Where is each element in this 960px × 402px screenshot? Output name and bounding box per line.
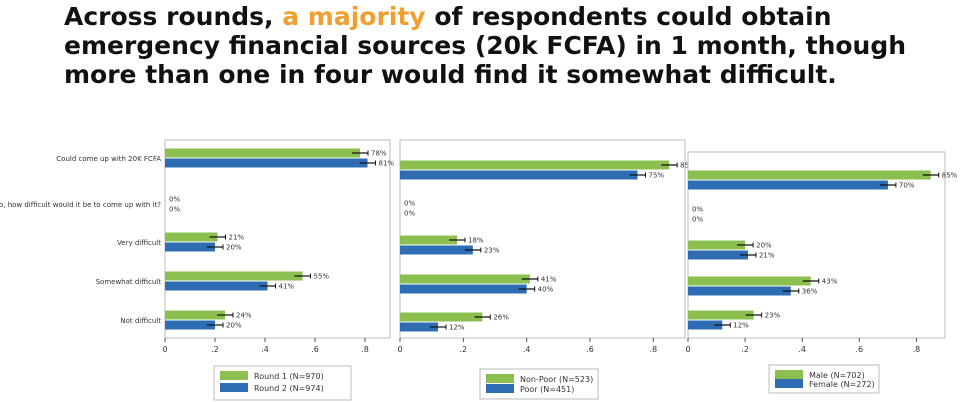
bar bbox=[400, 284, 527, 294]
bar bbox=[400, 245, 473, 255]
headline-after: of respondents could obtain emergency fi… bbox=[64, 2, 907, 89]
legend-swatch bbox=[486, 384, 514, 393]
bar bbox=[400, 170, 638, 180]
x-tick-label: 0 bbox=[162, 345, 167, 354]
bar bbox=[165, 148, 360, 158]
legend-swatch bbox=[775, 379, 803, 388]
data-label: 0% bbox=[692, 216, 703, 224]
data-label: 55% bbox=[314, 273, 330, 281]
data-label: 18% bbox=[468, 237, 484, 245]
bar bbox=[165, 271, 303, 281]
x-tick-label: .6 bbox=[856, 345, 864, 354]
legend-label: Poor (N=451) bbox=[520, 385, 574, 394]
data-label: 26% bbox=[493, 314, 509, 322]
category-label: Could come up with 20K FCFA bbox=[56, 155, 161, 163]
chart-panel-1: 0 .2 .4 .6 .8 Could come up with 20K FCFA If s… bbox=[0, 139, 395, 401]
headline-highlight: a majority bbox=[282, 2, 426, 31]
bar bbox=[400, 274, 530, 284]
bar bbox=[688, 286, 791, 296]
x-tick-label: .8 bbox=[650, 345, 658, 354]
x-tick-label: .4 bbox=[261, 345, 269, 354]
bar bbox=[400, 235, 457, 245]
bar bbox=[165, 310, 225, 320]
x-tick-label: 0 bbox=[685, 345, 690, 354]
data-label: 0% bbox=[404, 210, 415, 218]
data-label: 20% bbox=[756, 242, 772, 250]
category-label: Somewhat difficult bbox=[96, 278, 162, 286]
bar bbox=[688, 310, 754, 320]
data-label: 36% bbox=[802, 288, 818, 296]
category-label: If so, how difficult would it be to come… bbox=[0, 201, 161, 209]
data-label: 0% bbox=[404, 200, 415, 208]
data-label: 12% bbox=[449, 324, 465, 332]
legend-label: Round 1 (N=970) bbox=[254, 372, 324, 381]
bar bbox=[400, 160, 670, 170]
category-label: Very difficult bbox=[117, 239, 161, 247]
data-label: 43% bbox=[822, 278, 838, 286]
data-label: 41% bbox=[541, 276, 557, 284]
x-tick-label: .6 bbox=[311, 345, 319, 354]
data-label: 23% bbox=[484, 247, 500, 255]
data-label: 0% bbox=[169, 206, 180, 214]
data-label: 0% bbox=[169, 196, 180, 204]
legend-label: Non-Poor (N=523) bbox=[520, 375, 593, 384]
x-tick-label: 0 bbox=[397, 345, 402, 354]
data-label: 41% bbox=[279, 283, 295, 291]
legend-swatch bbox=[486, 374, 514, 383]
bar bbox=[688, 170, 931, 180]
bar bbox=[688, 240, 746, 250]
x-tick-label: .8 bbox=[361, 345, 369, 354]
bar bbox=[165, 320, 215, 330]
bar bbox=[688, 276, 811, 286]
bar bbox=[400, 322, 438, 332]
x-tick-label: .2 bbox=[741, 345, 749, 354]
data-label: 78% bbox=[371, 150, 387, 158]
headline-before: Across rounds, bbox=[64, 2, 283, 31]
x-tick-label: .4 bbox=[798, 345, 806, 354]
chart-panel-2: 0.2.4.6.885%0%18%41%26%75%0%23%40%12%Non… bbox=[397, 139, 696, 400]
category-label: Not difficult bbox=[120, 317, 161, 325]
legend-swatch bbox=[775, 370, 803, 379]
bar bbox=[165, 232, 218, 242]
chart-panel-3: 0 .2 .4 .6 .8 85% 0% 20% 43% 23% 70% 0% 21% 36% 12% Mal… bbox=[685, 151, 958, 394]
bar bbox=[165, 281, 268, 291]
legend-label: Round 2 (N=974) bbox=[254, 384, 324, 393]
bar bbox=[165, 158, 368, 168]
legend-label: Female (N=272) bbox=[809, 380, 875, 389]
x-tick-label: .2 bbox=[211, 345, 219, 354]
data-label: 23% bbox=[765, 312, 781, 320]
bar bbox=[400, 312, 483, 322]
x-tick-label: .8 bbox=[913, 345, 921, 354]
data-label: 21% bbox=[759, 252, 775, 260]
data-label: 70% bbox=[899, 182, 915, 190]
x-tick-label: .6 bbox=[586, 345, 594, 354]
bar bbox=[688, 320, 723, 330]
data-label: 20% bbox=[226, 244, 242, 252]
data-label: 21% bbox=[229, 234, 245, 242]
headline: Across rounds, a majority of respondents… bbox=[64, 2, 944, 89]
data-label: 40% bbox=[538, 286, 554, 294]
legend-swatch bbox=[220, 371, 248, 380]
x-tick-label: .4 bbox=[523, 345, 531, 354]
bar bbox=[688, 180, 888, 190]
legend-label: Male (N=702) bbox=[809, 371, 865, 380]
data-label: 81% bbox=[379, 160, 395, 168]
data-label: 24% bbox=[236, 312, 252, 320]
data-label: 85% bbox=[942, 172, 958, 180]
legend-swatch bbox=[220, 383, 248, 392]
bar bbox=[688, 250, 748, 260]
x-tick-label: .2 bbox=[460, 345, 468, 354]
bar bbox=[165, 242, 215, 252]
data-label: 20% bbox=[226, 322, 242, 330]
data-label: 75% bbox=[649, 172, 665, 180]
data-label: 0% bbox=[692, 206, 703, 214]
data-label: 12% bbox=[733, 322, 749, 330]
